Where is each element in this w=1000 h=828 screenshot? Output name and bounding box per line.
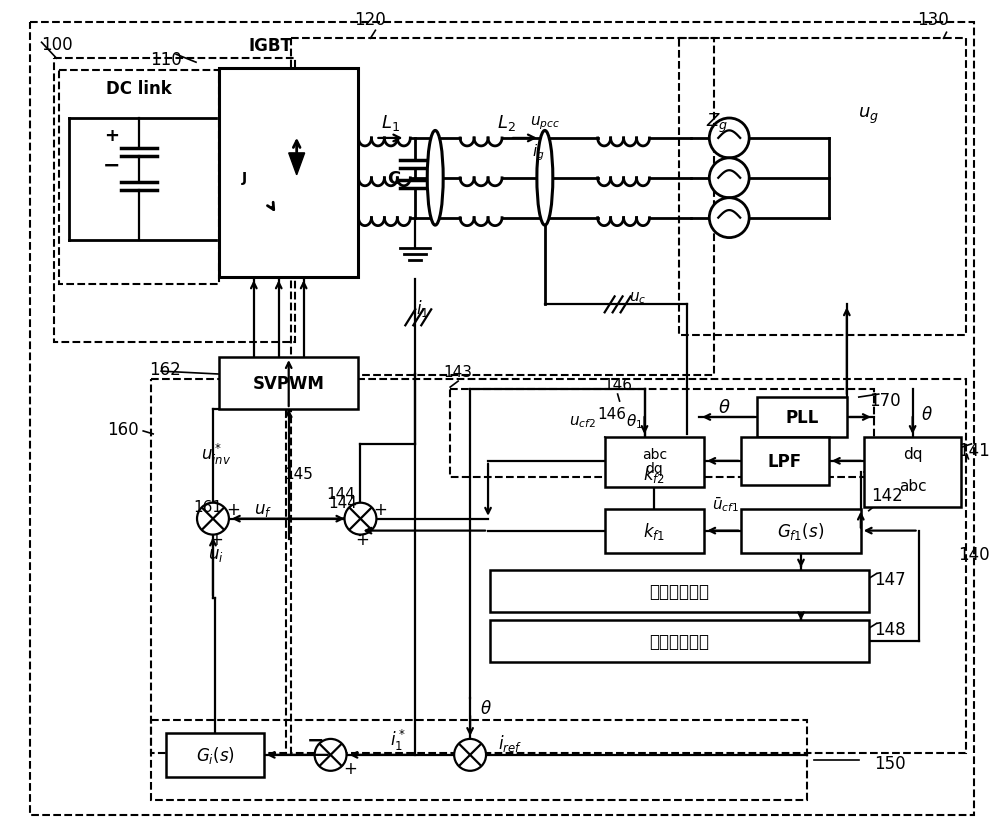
Text: −: − [103,156,120,176]
Circle shape [709,159,749,199]
Text: 170: 170 [869,392,900,410]
Text: 145: 145 [284,467,313,482]
Text: $\bar{u}_{cf1}$: $\bar{u}_{cf1}$ [712,494,739,513]
Text: 144: 144 [328,496,357,511]
Circle shape [454,739,486,771]
Text: $u_g$: $u_g$ [858,106,879,126]
Text: SVPWM: SVPWM [253,374,325,392]
Bar [291,39,714,376]
Bar [679,39,966,336]
Text: abc: abc [642,447,667,461]
Text: C: C [387,170,400,188]
Bar [166,733,264,777]
Text: $L_1$: $L_1$ [381,113,400,132]
Text: $i_1$: $i_1$ [416,297,429,319]
Text: +: + [356,530,369,548]
Circle shape [197,503,229,535]
Text: 146: 146 [598,407,627,422]
Text: +: + [209,530,223,548]
Circle shape [345,503,376,535]
Bar [741,509,861,553]
Text: 162: 162 [149,361,181,378]
Bar [605,509,704,553]
Ellipse shape [427,132,443,226]
Text: $k_{f1}$: $k_{f1}$ [643,521,666,542]
Text: 141: 141 [958,441,990,460]
Text: LPF: LPF [768,452,802,470]
Polygon shape [289,154,305,176]
Bar [741,437,829,485]
Bar [490,570,869,613]
Text: IGBT: IGBT [249,37,293,55]
Text: +: + [104,127,119,145]
Bar [151,380,286,753]
Text: 143: 143 [444,364,473,380]
Text: 频率确定单元: 频率确定单元 [649,583,709,600]
Text: +: + [226,500,240,518]
Text: 148: 148 [874,620,905,638]
Text: J: J [242,171,247,185]
Text: 140: 140 [958,545,990,563]
Bar [490,620,869,662]
Text: $i_{ref}$: $i_{ref}$ [498,733,522,753]
Text: 信号提起单元: 信号提起单元 [649,633,709,651]
Text: $\theta_1$: $\theta_1$ [626,412,643,431]
Text: $G_{f1}(s)$: $G_{f1}(s)$ [777,521,825,542]
Text: $L_2$: $L_2$ [497,113,515,132]
Text: 150: 150 [874,754,905,772]
Bar [151,720,807,800]
Circle shape [315,739,347,771]
Bar [219,69,358,278]
Text: +: + [344,759,357,777]
Text: 160: 160 [108,421,139,438]
Text: 130: 130 [917,12,948,29]
Text: $u^*_{inv}$: $u^*_{inv}$ [201,442,231,467]
Text: $\theta$: $\theta$ [718,398,731,416]
Text: $i_g$: $i_g$ [532,142,544,163]
Text: dq: dq [646,461,663,475]
Bar [450,390,874,477]
Text: 120: 120 [355,12,386,29]
Text: 110: 110 [150,51,182,69]
Text: $\theta$: $\theta$ [480,699,492,717]
Text: $u_{pcc}$: $u_{pcc}$ [530,114,560,132]
Text: $Z_g$: $Z_g$ [706,111,728,134]
Text: 147: 147 [874,570,905,589]
Text: $\theta$: $\theta$ [921,406,932,423]
Ellipse shape [537,132,553,226]
Text: $u_i$: $u_i$ [208,545,224,563]
Text: 161: 161 [193,499,222,514]
Text: 144: 144 [326,486,355,501]
Bar [864,437,961,507]
Text: $u_f$: $u_f$ [254,500,272,518]
Bar [757,397,847,437]
Circle shape [709,119,749,159]
Text: +: + [373,500,387,518]
Text: dq: dq [903,447,922,462]
Circle shape [709,199,749,238]
Text: 142: 142 [871,486,903,504]
Text: abc: abc [899,479,926,493]
Text: −: − [307,730,324,750]
Bar [291,380,966,753]
Text: $u_{cf2}$: $u_{cf2}$ [569,414,596,429]
Bar [59,71,219,285]
Text: DC link: DC link [106,80,172,98]
Text: $G_i(s)$: $G_i(s)$ [196,744,234,765]
Text: PLL: PLL [785,408,819,426]
Text: $u_c$: $u_c$ [629,290,646,306]
Text: 146: 146 [603,378,632,392]
Text: $k_{f2}$: $k_{f2}$ [643,464,665,484]
Bar [219,358,358,410]
Bar [54,59,295,343]
Bar [605,437,704,487]
Text: $i_1^*$: $i_1^*$ [390,728,406,753]
Text: 100: 100 [42,36,73,54]
